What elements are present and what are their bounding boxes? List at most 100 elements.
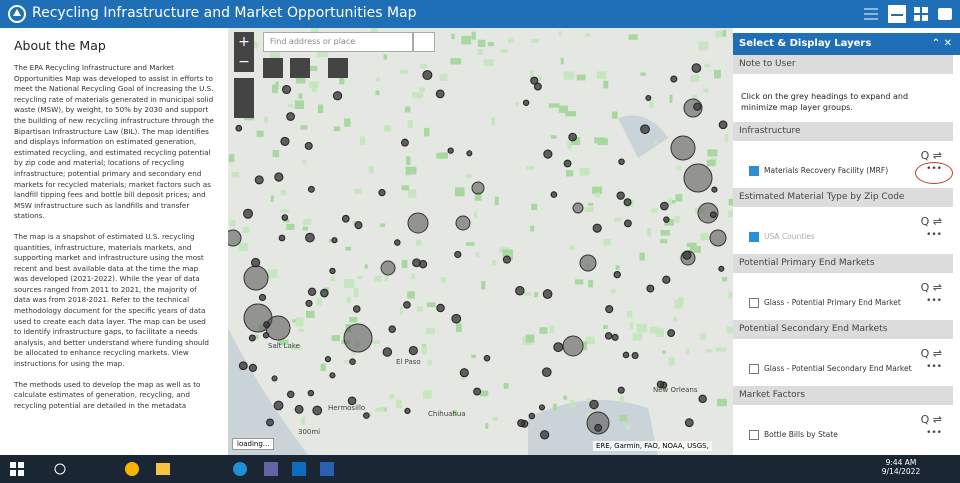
section-heading[interactable]: Potential Secondary End Markets bbox=[733, 320, 953, 339]
county-shade bbox=[471, 354, 476, 359]
county-shade bbox=[339, 75, 345, 85]
county-shade bbox=[584, 207, 594, 212]
county-shade bbox=[675, 194, 683, 202]
county-shade bbox=[424, 127, 430, 137]
facility-marker bbox=[354, 221, 363, 230]
county-shade bbox=[270, 51, 281, 61]
layer-search[interactable]: Q ⇌ bbox=[920, 347, 942, 360]
facility-marker bbox=[473, 387, 482, 396]
county-shade bbox=[596, 71, 607, 80]
county-shade bbox=[354, 188, 362, 194]
time: 9:44 AM bbox=[885, 458, 917, 467]
county-shade bbox=[699, 333, 706, 340]
county-shade bbox=[364, 264, 368, 269]
county-shade bbox=[471, 31, 476, 40]
layer-search[interactable]: Q ⇌ bbox=[920, 413, 942, 426]
county-shade bbox=[586, 398, 594, 403]
county-shade bbox=[452, 410, 457, 416]
facility-marker bbox=[483, 354, 491, 362]
facility-marker bbox=[533, 82, 542, 91]
county-shade bbox=[280, 189, 286, 196]
search-button[interactable] bbox=[413, 32, 435, 52]
county-shade bbox=[700, 232, 709, 241]
county-shade bbox=[531, 39, 540, 43]
facility-marker bbox=[572, 202, 584, 214]
layer-options[interactable]: ••• bbox=[926, 296, 942, 306]
county-shade bbox=[603, 238, 611, 246]
home-locate[interactable] bbox=[234, 78, 254, 118]
checkbox[interactable] bbox=[749, 232, 759, 242]
facility-marker bbox=[454, 250, 462, 259]
layer-name: USA Counties bbox=[764, 232, 815, 241]
county-shade bbox=[698, 41, 709, 51]
facility-marker bbox=[586, 411, 610, 435]
layer-row[interactable]: Bottle Bills by State bbox=[749, 430, 838, 440]
county-shade bbox=[549, 325, 554, 334]
toolbar-icons[interactable] bbox=[862, 5, 957, 23]
county-shade bbox=[401, 259, 408, 269]
county-shade bbox=[425, 328, 435, 335]
county-shade bbox=[303, 218, 312, 225]
highlight-ring bbox=[915, 162, 953, 184]
facility-marker bbox=[404, 407, 411, 415]
section-heading[interactable]: Estimated Material Type by Zip Code bbox=[733, 188, 953, 207]
facility-marker bbox=[305, 232, 315, 243]
layer-row[interactable]: Materials Recovery Facility (MRF) bbox=[749, 166, 888, 176]
tool-button[interactable] bbox=[290, 58, 310, 78]
county-shade bbox=[426, 302, 436, 307]
layer-row[interactable]: USA Counties bbox=[749, 232, 815, 242]
map-label: New Orleans bbox=[653, 386, 698, 394]
checkbox[interactable] bbox=[749, 166, 759, 176]
county-shade bbox=[275, 81, 279, 89]
layer-search[interactable]: Q ⇌ bbox=[920, 149, 942, 162]
layer-row[interactable]: Glass - Potential Secondary End Market bbox=[749, 364, 912, 374]
county-shade bbox=[588, 202, 594, 206]
county-shade bbox=[485, 423, 489, 429]
facility-marker bbox=[329, 267, 336, 275]
county-shade bbox=[640, 72, 646, 76]
section-heading[interactable]: Market Factors bbox=[733, 386, 953, 405]
county-shade bbox=[704, 63, 711, 68]
tool-button[interactable] bbox=[328, 58, 348, 78]
layer-row[interactable]: Glass - Potential Primary End Market bbox=[749, 298, 901, 308]
facility-marker bbox=[286, 112, 295, 121]
county-shade bbox=[707, 149, 718, 157]
county-shade bbox=[508, 37, 514, 43]
facility-marker bbox=[631, 352, 639, 360]
county-shade bbox=[267, 269, 278, 278]
facility-marker bbox=[436, 303, 445, 313]
county-shade bbox=[692, 95, 698, 102]
layer-search[interactable]: Q ⇌ bbox=[920, 215, 942, 228]
county-shade bbox=[298, 93, 303, 99]
map[interactable]: + − Find address or place Salt Lake El Pa… bbox=[228, 28, 733, 455]
facility-marker bbox=[645, 95, 652, 102]
layer-options[interactable]: ••• bbox=[926, 362, 942, 372]
county-shade bbox=[441, 276, 447, 283]
layer-options[interactable]: ••• bbox=[926, 230, 942, 240]
layer-search[interactable]: Q ⇌ bbox=[920, 281, 942, 294]
facility-marker bbox=[254, 175, 264, 185]
layer-panel: Select & Display Layers ⌃ ✕ Note to User … bbox=[733, 28, 960, 455]
county-shade bbox=[474, 211, 478, 219]
county-shade bbox=[588, 279, 594, 288]
zoom-controls[interactable]: + − bbox=[234, 32, 254, 72]
facility-marker bbox=[353, 305, 361, 313]
layer-options[interactable]: ••• bbox=[926, 428, 942, 438]
county-shade bbox=[353, 221, 357, 225]
county-shade bbox=[579, 168, 590, 176]
county-shade bbox=[592, 186, 603, 194]
county-shade bbox=[450, 58, 462, 65]
section-heading[interactable]: Infrastructure bbox=[733, 122, 953, 141]
panel-controls[interactable]: ⌃ ✕ bbox=[931, 38, 952, 49]
checkbox[interactable] bbox=[749, 298, 759, 308]
county-shade bbox=[375, 408, 385, 412]
taskbar-icons[interactable] bbox=[10, 461, 340, 477]
search-box[interactable]: Find address or place bbox=[263, 32, 413, 52]
checkbox[interactable] bbox=[749, 430, 759, 440]
section-heading[interactable]: Potential Primary End Markets bbox=[733, 254, 953, 273]
checkbox[interactable] bbox=[749, 364, 759, 374]
county-shade bbox=[525, 334, 535, 343]
county-shade bbox=[466, 242, 475, 246]
section-heading[interactable]: Note to User bbox=[733, 55, 953, 74]
tool-button[interactable] bbox=[263, 58, 283, 78]
